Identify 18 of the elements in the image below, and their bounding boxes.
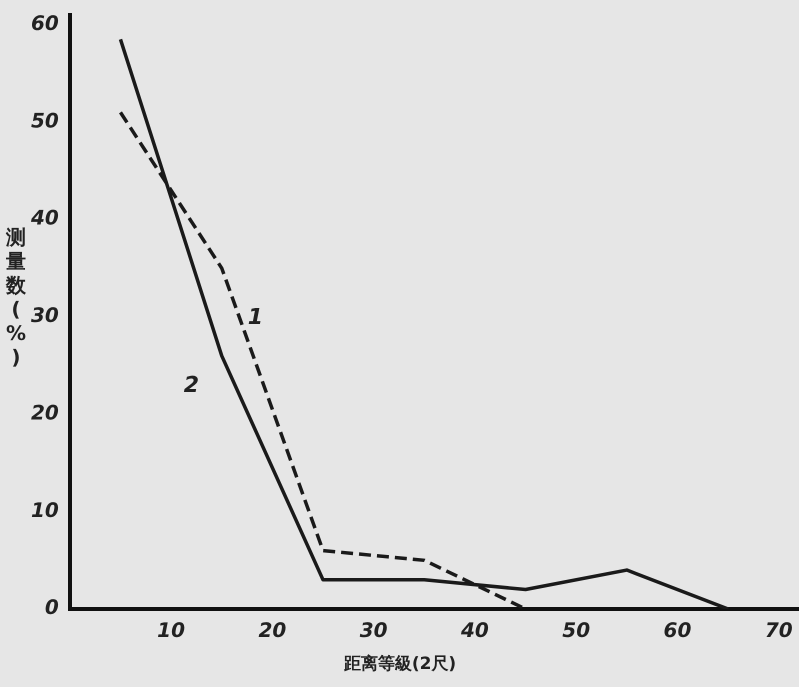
y-axis-title: 测量数(%) bbox=[4, 225, 28, 369]
x-axis-title: 距离等級(2尺) bbox=[342, 653, 458, 675]
series-label: 1 bbox=[248, 305, 264, 330]
x-tick-label: 30 bbox=[360, 618, 388, 642]
x-tick-label: 60 bbox=[664, 618, 692, 642]
y-tick-label: 60 bbox=[30, 10, 59, 35]
x-tick-label: 70 bbox=[764, 618, 793, 642]
y-tick-label: 30 bbox=[30, 303, 59, 328]
series-label: 2 bbox=[184, 372, 200, 398]
y-tick-label: 40 bbox=[30, 206, 59, 230]
y-tick-label: 10 bbox=[30, 498, 59, 522]
x-tick-label: 20 bbox=[258, 618, 286, 642]
x-tick-label: 40 bbox=[460, 618, 489, 642]
x-tick-label: 10 bbox=[157, 618, 186, 642]
y-tick-label: 50 bbox=[30, 108, 59, 132]
y-tick-label: 0 bbox=[44, 595, 59, 620]
y-tick-label: 20 bbox=[30, 400, 59, 424]
x-tick-label: 50 bbox=[562, 618, 590, 642]
